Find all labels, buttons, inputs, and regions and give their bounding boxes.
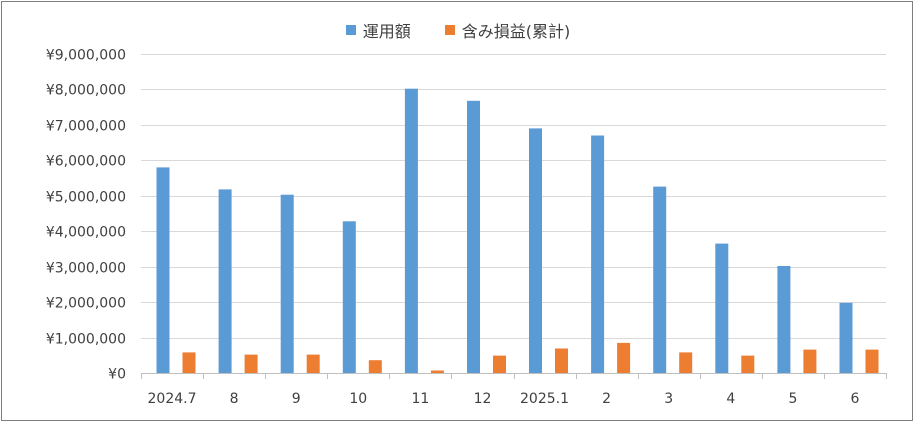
- bar-series-2: [368, 360, 382, 373]
- y-tick-label: ¥3,000,000: [46, 261, 126, 277]
- bar-series-1: [839, 302, 853, 373]
- bar-series-1: [467, 100, 480, 374]
- bar-series-1: [777, 266, 791, 373]
- bar-series-2: [430, 370, 444, 373]
- bar-series-1: [280, 194, 294, 373]
- bar-series-2: [555, 348, 568, 373]
- bar-series-2: [865, 349, 879, 373]
- legend-label-series-2: 含み損益(累計): [461, 22, 571, 41]
- bar-series-1: [218, 189, 232, 373]
- x-tick-label: 4: [726, 391, 735, 407]
- x-tick-label: 5: [788, 391, 797, 407]
- y-tick-label: ¥6,000,000: [46, 154, 126, 170]
- y-tick-label: ¥2,000,000: [46, 296, 126, 312]
- y-tick-label: ¥7,000,000: [46, 119, 126, 135]
- legend-item-series-2: 含み損益(累計): [444, 18, 571, 42]
- legend-item-series-1: 運用額: [345, 18, 411, 42]
- bar-series-2: [741, 355, 755, 373]
- bar-series-1: [156, 167, 170, 373]
- bar-series-2: [182, 352, 196, 373]
- bar-series-1: [653, 186, 667, 373]
- y-tick-label: ¥1,000,000: [46, 332, 126, 348]
- legend: 運用額 含み損益(累計): [0, 18, 916, 42]
- x-tick-label: 3: [664, 391, 673, 407]
- x-tick-label: 8: [230, 391, 239, 407]
- y-tick-label: ¥0: [108, 367, 126, 383]
- y-tick-label: ¥8,000,000: [46, 83, 126, 99]
- bar-series-2: [803, 349, 817, 373]
- x-tick-label: 12: [474, 391, 492, 407]
- legend-swatch-series-1: [345, 25, 356, 35]
- bar-series-2: [244, 354, 258, 373]
- bar-series-1: [591, 135, 605, 373]
- y-tick-label: ¥4,000,000: [46, 225, 126, 241]
- bar-series-1: [404, 88, 418, 373]
- bar-series-2: [617, 342, 631, 373]
- x-tick-label: 10: [349, 391, 367, 407]
- x-tick-label: 11: [411, 391, 429, 407]
- legend-swatch-series-2: [444, 25, 455, 35]
- bar-series-1: [715, 243, 729, 373]
- x-tick-label: 6: [851, 391, 860, 407]
- y-tick-label: ¥9,000,000: [46, 48, 126, 64]
- bar-series-1: [529, 128, 542, 373]
- x-tick-label: 2024.7: [148, 391, 197, 407]
- y-tick-label: ¥5,000,000: [46, 190, 126, 206]
- legend-label-series-1: 運用額: [362, 22, 411, 41]
- x-tick-label: 2025.1: [520, 391, 569, 407]
- bar-series-1: [342, 221, 356, 373]
- x-tick-label: 2: [602, 391, 611, 407]
- x-tick-label: 9: [292, 391, 301, 407]
- bar-series-2: [493, 355, 506, 373]
- bar-series-2: [679, 352, 693, 373]
- bar-series-2: [306, 354, 320, 373]
